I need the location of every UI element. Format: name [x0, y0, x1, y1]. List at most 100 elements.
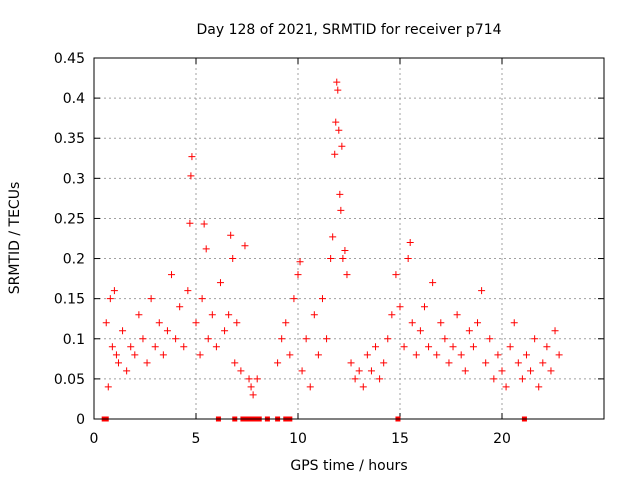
y-axis-label: SRMTID / TECUs: [7, 182, 23, 295]
data-point: [412, 351, 420, 359]
data-point: [355, 367, 363, 375]
y-tick-label: 0.15: [54, 292, 85, 308]
data-point: [184, 287, 192, 295]
data-point: [221, 327, 229, 335]
data-point: [310, 311, 318, 319]
data-point: [298, 367, 306, 375]
y-tick-label: 0.1: [63, 332, 85, 348]
data-point: [367, 367, 375, 375]
data-point: [286, 351, 294, 359]
data-point: [176, 303, 184, 311]
data-point: [168, 271, 176, 279]
data-point: [216, 279, 224, 287]
data-point: [339, 255, 347, 263]
data-point: [229, 255, 237, 263]
data-point: [212, 343, 220, 351]
data-point: [329, 233, 337, 241]
data-point: [314, 351, 322, 359]
y-tick-label: 0.4: [63, 91, 85, 107]
data-point: [469, 343, 477, 351]
data-point: [392, 271, 400, 279]
data-point: [461, 367, 469, 375]
data-point: [231, 359, 239, 367]
data-point: [180, 343, 188, 351]
data-point: [127, 343, 135, 351]
data-point: [486, 335, 494, 343]
data-point: [478, 287, 486, 295]
data-point: [363, 351, 371, 359]
data-point: [139, 335, 147, 343]
chart-title: Day 128 of 2021, SRMTID for receiver p71…: [196, 22, 501, 38]
data-point: [406, 239, 414, 247]
data-point: [131, 351, 139, 359]
data-point: [490, 375, 498, 383]
data-point: [188, 153, 196, 161]
y-tick-label: 0.05: [54, 372, 85, 388]
x-tick-label: 15: [391, 431, 409, 447]
data-point: [506, 343, 514, 351]
data-point: [318, 295, 326, 303]
data-point: [247, 383, 255, 391]
data-point: [388, 311, 396, 319]
data-point: [337, 206, 345, 214]
data-point: [351, 375, 359, 383]
data-point: [204, 335, 212, 343]
data-point: [163, 327, 171, 335]
data-point: [437, 319, 445, 327]
data-point: [323, 335, 331, 343]
data-point: [420, 303, 428, 311]
data-point: [522, 351, 530, 359]
data-point: [192, 319, 200, 327]
data-point: [416, 327, 424, 335]
data-point: [112, 351, 120, 359]
data-point: [441, 335, 449, 343]
data-point: [159, 351, 167, 359]
data-point: [510, 319, 518, 327]
data-point: [338, 142, 346, 150]
data-point: [106, 295, 114, 303]
plot-frame: [93, 57, 605, 420]
data-point: [278, 335, 286, 343]
data-point: [114, 359, 122, 367]
data-point: [331, 150, 339, 158]
data-point: [335, 126, 343, 134]
data-point: [200, 220, 208, 228]
data-point: [518, 375, 526, 383]
x-tick-label: 0: [90, 431, 99, 447]
data-point: [104, 383, 112, 391]
data-point: [208, 311, 216, 319]
data-point: [274, 359, 282, 367]
data-point: [396, 303, 404, 311]
data-point: [465, 327, 473, 335]
data-point: [514, 359, 522, 367]
data-point: [555, 351, 563, 359]
data-point: [535, 383, 543, 391]
x-tick-label: 20: [493, 431, 511, 447]
data-point: [482, 359, 490, 367]
data-point: [302, 335, 310, 343]
data-point: [202, 245, 210, 253]
data-point: [547, 367, 555, 375]
axis-ticks: 0 0.05 0.1 0.15 0.2 0.25 0.3 0.35 0.4 0.45 0 5 10 15 2…: [54, 51, 604, 447]
data-point: [186, 219, 194, 227]
y-tick-label: 0.2: [63, 252, 85, 268]
data-point: [282, 319, 290, 327]
y-tick-label: 0.3: [63, 171, 85, 187]
data-point: [400, 343, 408, 351]
data-point: [332, 118, 340, 126]
data-point: [290, 295, 298, 303]
data-point: [102, 319, 110, 327]
data-point: [296, 258, 304, 266]
data-point: [187, 172, 195, 180]
data-point: [294, 271, 302, 279]
data-point: [384, 335, 392, 343]
data-point: [433, 351, 441, 359]
data-point: [196, 351, 204, 359]
y-tick-label: 0: [76, 412, 85, 428]
grid-lines: [94, 58, 604, 419]
data-point: [376, 375, 384, 383]
data-point: [494, 351, 502, 359]
data-point: [527, 367, 535, 375]
data-point: [172, 335, 180, 343]
data-point: [327, 255, 335, 263]
